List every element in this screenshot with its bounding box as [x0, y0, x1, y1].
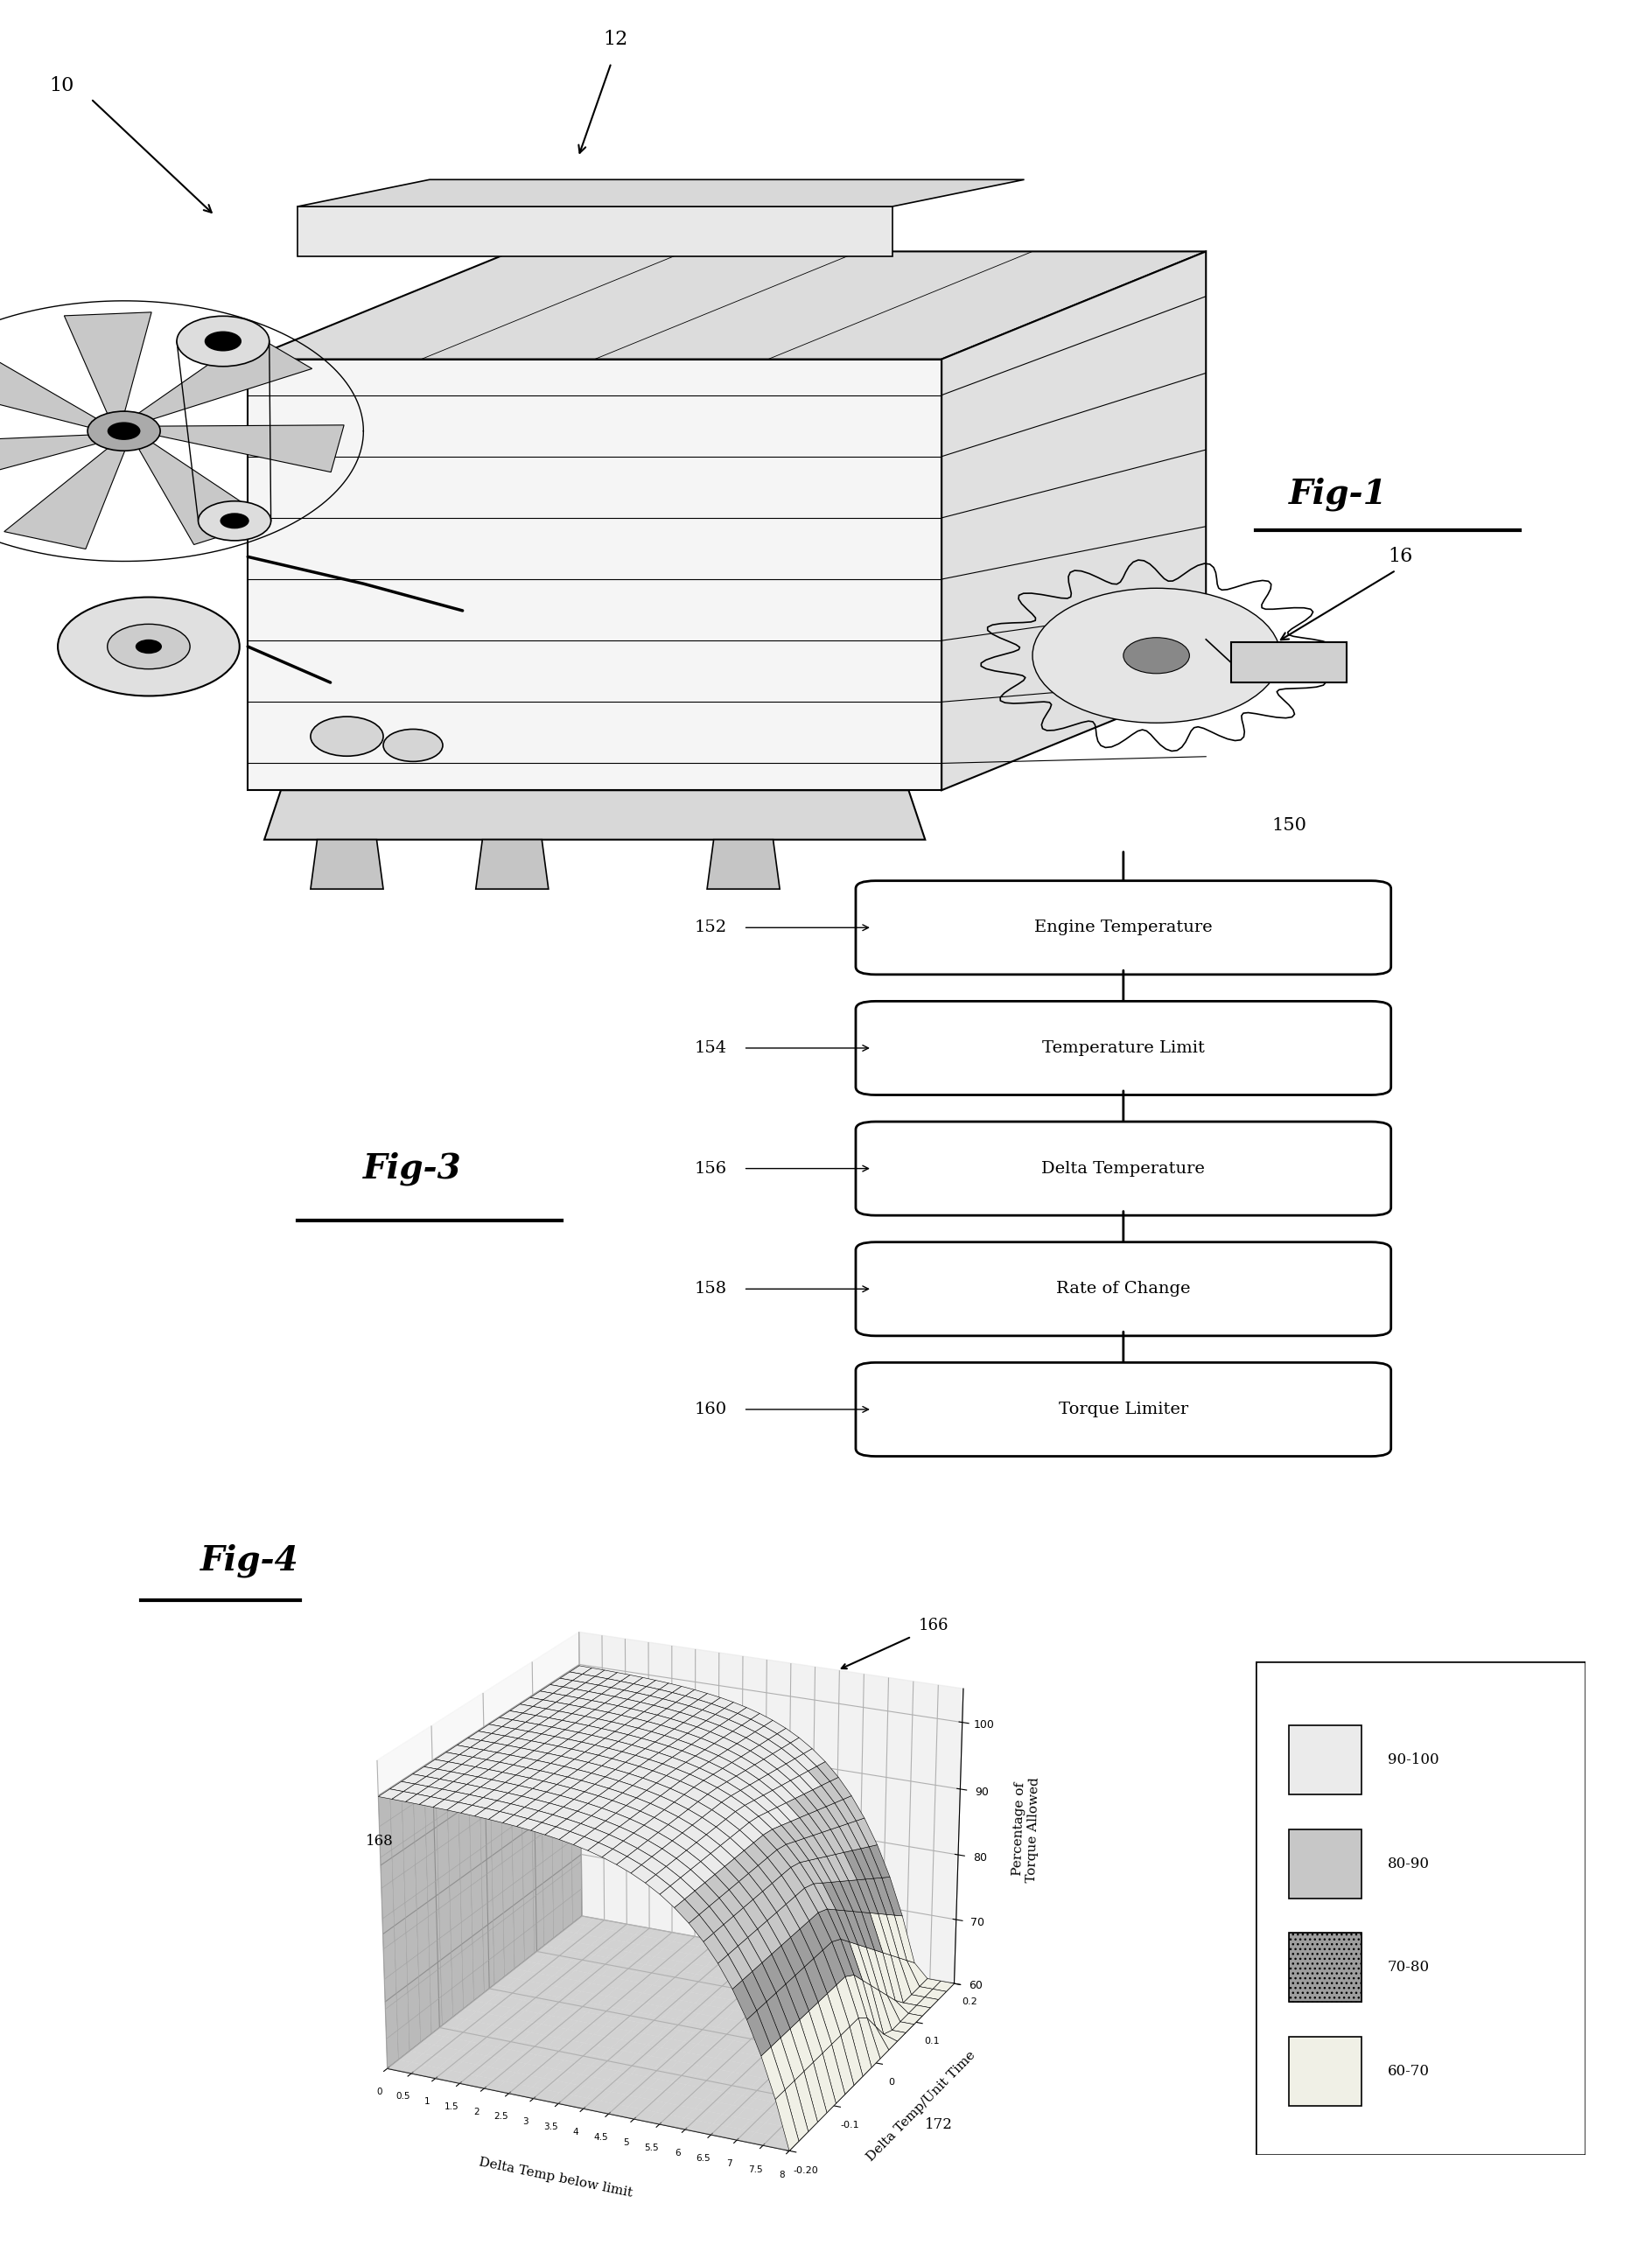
- Text: Delta Temperature: Delta Temperature: [1042, 1161, 1204, 1176]
- Polygon shape: [942, 251, 1206, 790]
- Text: Temperature Limit: Temperature Limit: [1042, 1039, 1204, 1055]
- FancyBboxPatch shape: [856, 1001, 1391, 1096]
- Bar: [1289, 1830, 1361, 1899]
- Polygon shape: [0, 346, 96, 427]
- FancyBboxPatch shape: [856, 880, 1391, 974]
- Text: 16: 16: [1388, 546, 1412, 566]
- Text: 166: 166: [919, 1619, 948, 1634]
- Text: 90-100: 90-100: [1388, 1753, 1439, 1767]
- Text: 12: 12: [603, 29, 628, 49]
- Circle shape: [177, 317, 269, 366]
- Text: Engine Temperature: Engine Temperature: [1034, 920, 1213, 936]
- FancyBboxPatch shape: [856, 1241, 1391, 1336]
- Text: 10: 10: [50, 76, 74, 94]
- Circle shape: [311, 716, 383, 757]
- Text: 156: 156: [694, 1161, 727, 1176]
- FancyBboxPatch shape: [856, 1363, 1391, 1457]
- Polygon shape: [476, 840, 548, 889]
- Polygon shape: [707, 840, 780, 889]
- Circle shape: [135, 640, 162, 653]
- Polygon shape: [311, 840, 383, 889]
- X-axis label: Delta Temp below limit: Delta Temp below limit: [477, 2155, 633, 2200]
- Text: Rate of Change: Rate of Change: [1056, 1282, 1191, 1298]
- Circle shape: [198, 501, 271, 541]
- Bar: [1289, 1933, 1361, 2003]
- Circle shape: [107, 624, 190, 669]
- Text: 152: 152: [694, 920, 727, 936]
- Text: 158: 158: [694, 1282, 727, 1298]
- Polygon shape: [0, 436, 96, 489]
- Polygon shape: [264, 790, 925, 840]
- Text: 168: 168: [367, 1834, 393, 1850]
- Circle shape: [1123, 638, 1189, 673]
- Text: Torque Limiter: Torque Limiter: [1059, 1401, 1188, 1417]
- FancyBboxPatch shape: [856, 1122, 1391, 1215]
- Text: 150: 150: [1272, 817, 1307, 833]
- Polygon shape: [297, 207, 892, 256]
- Text: 70-80: 70-80: [1388, 1960, 1429, 1976]
- Polygon shape: [5, 449, 126, 550]
- Polygon shape: [248, 251, 1206, 359]
- Circle shape: [1032, 588, 1280, 723]
- Polygon shape: [297, 180, 1024, 207]
- Circle shape: [383, 730, 443, 761]
- Bar: [1231, 642, 1346, 682]
- Circle shape: [88, 411, 160, 451]
- Bar: [1289, 1933, 1361, 2003]
- Text: 154: 154: [694, 1039, 727, 1055]
- Polygon shape: [139, 335, 312, 420]
- Text: 80-90: 80-90: [1388, 1857, 1429, 1872]
- Polygon shape: [159, 424, 344, 471]
- Text: 60-70: 60-70: [1388, 2063, 1429, 2079]
- Text: Fig-3: Fig-3: [363, 1152, 463, 1185]
- Text: Fig-1: Fig-1: [1289, 476, 1388, 512]
- Text: 160: 160: [694, 1401, 727, 1417]
- Y-axis label: Delta Temp/Unit Time: Delta Temp/Unit Time: [864, 2047, 978, 2164]
- Circle shape: [205, 332, 241, 350]
- Bar: [1289, 1726, 1361, 1794]
- Text: Fig-4: Fig-4: [200, 1542, 299, 1578]
- Circle shape: [220, 512, 249, 530]
- Polygon shape: [248, 359, 942, 790]
- Text: 172: 172: [925, 2117, 953, 2133]
- Bar: [1289, 2036, 1361, 2106]
- Polygon shape: [139, 442, 269, 546]
- Circle shape: [107, 422, 140, 440]
- Polygon shape: [64, 312, 152, 413]
- Circle shape: [58, 597, 240, 696]
